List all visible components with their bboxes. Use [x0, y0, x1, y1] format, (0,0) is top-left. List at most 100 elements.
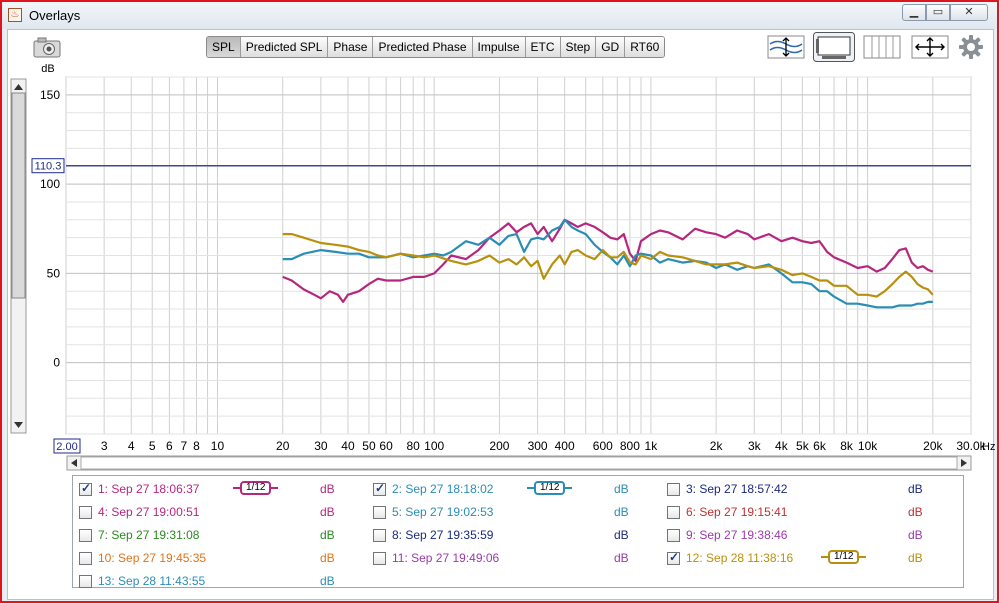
x-tick-label: 10	[211, 439, 225, 453]
overlay-checkbox[interactable]	[79, 528, 92, 542]
scroll-up-icon[interactable]	[14, 84, 23, 90]
x-tick-label: 30	[314, 439, 328, 453]
tab-etc[interactable]: ETC	[525, 37, 561, 57]
legend-item: 8: Sep 27 19:35:59	[373, 525, 493, 545]
overlay-checkbox[interactable]	[373, 551, 386, 565]
x-unit-label: Hz	[982, 441, 995, 453]
tab-predicted-spl[interactable]: Predicted SPL	[240, 37, 329, 57]
y-tick-label: 0	[53, 356, 60, 370]
x-tick-label: 8k	[840, 439, 854, 453]
legend-unit-label: dB	[908, 482, 923, 496]
x-tick-label: 60	[379, 439, 393, 453]
legend-item-label[interactable]: 1: Sep 27 18:06:37	[98, 482, 200, 496]
x-tick-label: 4k	[775, 439, 789, 453]
legend-unit-label: dB	[320, 528, 335, 542]
legend-unit-label: dB	[320, 505, 335, 519]
level-marker-box[interactable]	[31, 158, 65, 174]
legend-item: 12: Sep 28 11:38:16	[667, 548, 793, 568]
legend-item-label[interactable]: 2: Sep 27 18:18:02	[392, 482, 494, 496]
tab-spl[interactable]: SPL	[207, 37, 241, 57]
overlay-checkbox[interactable]	[373, 481, 386, 496]
smoothing-badge[interactable]: 1/12	[820, 550, 868, 564]
legend-item-label[interactable]: 4: Sep 27 19:00:51	[98, 505, 200, 519]
overlay-checkbox[interactable]	[667, 528, 680, 542]
legend-item: 10: Sep 27 19:45:35	[79, 548, 206, 568]
overlay-checkbox[interactable]	[79, 551, 92, 565]
x-tick-label: 6	[166, 439, 173, 453]
x-tick-label: 3k	[748, 439, 762, 453]
scroll-down-icon[interactable]	[14, 422, 23, 428]
y-tick-label: 150	[40, 88, 60, 102]
legend-item-label[interactable]: 3: Sep 27 18:57:42	[686, 482, 788, 496]
scale-controls-icon[interactable]	[767, 33, 805, 61]
view-layout-icon[interactable]	[813, 32, 855, 62]
x-tick-label: 20k	[923, 439, 943, 453]
x-tick-label: 2k	[710, 439, 724, 453]
tab-predicted-phase[interactable]: Predicted Phase	[373, 37, 473, 57]
legend-item-label[interactable]: 13: Sep 28 11:43:55	[98, 574, 206, 588]
overlay-checkbox[interactable]	[79, 481, 92, 496]
overlay-checkbox[interactable]	[667, 482, 680, 496]
legend-item-label[interactable]: 9: Sep 27 19:38:46	[686, 528, 788, 542]
vertical-lines-icon[interactable]	[863, 33, 901, 61]
overlay-legend: 1: Sep 27 18:06:37 1/12 dB 2: Sep 27 18:18:…	[72, 475, 964, 588]
maximize-button[interactable]: ▭	[926, 4, 950, 21]
overlay-checkbox[interactable]	[667, 505, 680, 519]
x-tick-label: 80	[407, 439, 421, 453]
horizontal-scrollbar-thumb[interactable]	[80, 456, 958, 470]
scroll-left-icon[interactable]	[71, 459, 77, 467]
legend-item-label[interactable]: 12: Sep 28 11:38:16	[686, 551, 794, 565]
minimize-button[interactable]: ▁	[902, 4, 926, 21]
legend-unit-label: dB	[614, 528, 629, 542]
legend-item-label[interactable]: 6: Sep 27 19:15:41	[686, 505, 788, 519]
legend-item: 2: Sep 27 18:18:02	[373, 479, 493, 499]
legend-item-label[interactable]: 5: Sep 27 19:02:53	[392, 505, 494, 519]
overlay-checkbox[interactable]	[373, 528, 386, 542]
x-start-box[interactable]	[53, 438, 81, 454]
tab-rt60[interactable]: RT60	[625, 37, 665, 57]
camera-icon[interactable]	[32, 36, 62, 58]
x-tick-label: 3	[101, 439, 108, 453]
graph-tabs: SPL Predicted SPL Phase Predicted Phase Impu…	[206, 36, 666, 58]
overlay-checkbox[interactable]	[667, 550, 680, 565]
legend-item: 6: Sep 27 19:15:41	[667, 502, 787, 522]
close-button[interactable]: ✕	[950, 4, 988, 21]
tab-impulse[interactable]: Impulse	[472, 37, 526, 57]
legend-item: 11: Sep 27 19:49:06	[373, 548, 499, 568]
overlay-checkbox[interactable]	[79, 505, 92, 519]
x-tick-label: 30.0k	[956, 439, 986, 453]
tab-step[interactable]: Step	[560, 37, 597, 57]
x-tick-label: 1k	[645, 439, 659, 453]
x-tick-label: 40	[341, 439, 355, 453]
smoothing-badge[interactable]: 1/12	[232, 481, 280, 495]
y-axis-unit-label: dB	[41, 63, 54, 75]
legend-item-label[interactable]: 8: Sep 27 19:35:59	[392, 528, 494, 542]
legend-item-label[interactable]: 10: Sep 27 19:45:35	[98, 551, 207, 565]
x-tick-label: 10k	[858, 439, 878, 453]
vertical-scrollbar-thumb[interactable]	[11, 92, 26, 299]
gear-icon[interactable]	[958, 34, 984, 60]
overlay-checkbox[interactable]	[79, 574, 92, 588]
overlay-checkbox[interactable]	[373, 505, 386, 519]
legend-unit-label: dB	[908, 505, 923, 519]
minimize-icon: ▁	[909, 5, 919, 18]
resize-arrows-icon[interactable]	[911, 33, 949, 61]
legend-unit-label: dB	[320, 574, 335, 588]
legend-item-label[interactable]: 7: Sep 27 19:31:08	[98, 528, 200, 542]
close-icon: ✕	[964, 5, 974, 18]
legend-unit-label: dB	[614, 551, 629, 565]
legend-unit-label: dB	[320, 551, 335, 565]
maximize-icon: ▭	[932, 5, 944, 18]
smoothing-badge[interactable]: 1/12	[526, 481, 574, 495]
y-tick-label: 100	[40, 177, 60, 191]
tab-phase[interactable]: Phase	[328, 37, 374, 57]
scroll-right-icon[interactable]	[961, 459, 967, 467]
legend-item: 13: Sep 28 11:43:55	[79, 571, 205, 591]
smoothing-badge-label: 1/12	[540, 482, 560, 493]
x-tick-label: 600	[593, 439, 613, 453]
level-marker-label: 110.3	[35, 161, 62, 173]
legend-item-label[interactable]: 11: Sep 27 19:49:06	[392, 551, 500, 565]
legend-unit-label: dB	[614, 482, 629, 496]
tab-gd[interactable]: GD	[596, 37, 626, 57]
